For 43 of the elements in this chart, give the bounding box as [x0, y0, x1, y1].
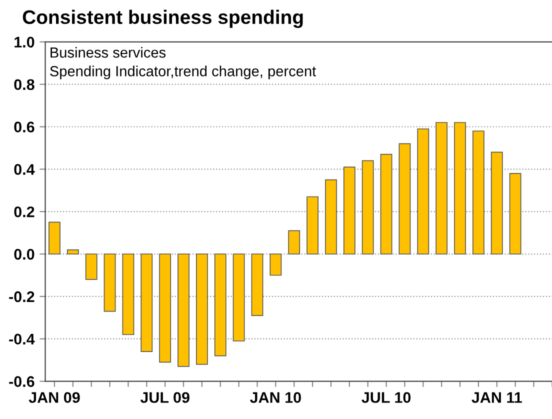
x-tick-label: JUL 10: [362, 392, 411, 403]
bar: [343, 166, 356, 254]
bar: [490, 152, 503, 254]
bar: [362, 160, 374, 254]
y-tick-label: 0.6: [14, 122, 34, 132]
y-tick-label: -0.6: [9, 376, 34, 387]
y-tick-label: 0.8: [14, 79, 34, 90]
bar: [178, 254, 190, 367]
bar: [398, 143, 411, 254]
bar: [48, 222, 60, 254]
bar: [436, 122, 448, 254]
bar: [270, 254, 282, 276]
x-tick-label: JUL 09: [140, 392, 190, 403]
annotation: Business services: [50, 46, 166, 58]
bar: [251, 254, 264, 316]
x-tick-label: JAN 09: [28, 392, 80, 403]
bar: [140, 254, 153, 352]
x-tick-label: JAN 11: [472, 392, 522, 403]
y-tick-label: 0.4: [14, 164, 35, 175]
bar: [159, 254, 172, 363]
bar: [196, 254, 208, 365]
bar: [454, 122, 466, 254]
bar: [380, 154, 392, 254]
y-tick-label: 0.2: [14, 206, 34, 218]
y-tick-label: -0.2: [9, 291, 34, 302]
y-tick-label: -0.4: [9, 334, 35, 345]
y-tick-label: 0.0: [14, 248, 34, 260]
chart-title: Consistent business spending: [22, 10, 303, 28]
bar: [232, 254, 245, 342]
bar: [85, 254, 98, 280]
bar: [214, 254, 226, 356]
bar: [104, 254, 116, 312]
bar: [66, 249, 79, 254]
bar: [122, 254, 134, 336]
bar: [509, 172, 522, 254]
bar: [417, 128, 430, 254]
bar: [472, 130, 484, 254]
annotation: Spending Indicator,trend change, percent: [50, 66, 316, 80]
bar: [325, 179, 337, 254]
y-tick-label: 1.0: [14, 36, 34, 48]
x-tick-label: JAN 10: [250, 392, 301, 403]
bar: [288, 230, 300, 254]
bar: [306, 196, 318, 254]
